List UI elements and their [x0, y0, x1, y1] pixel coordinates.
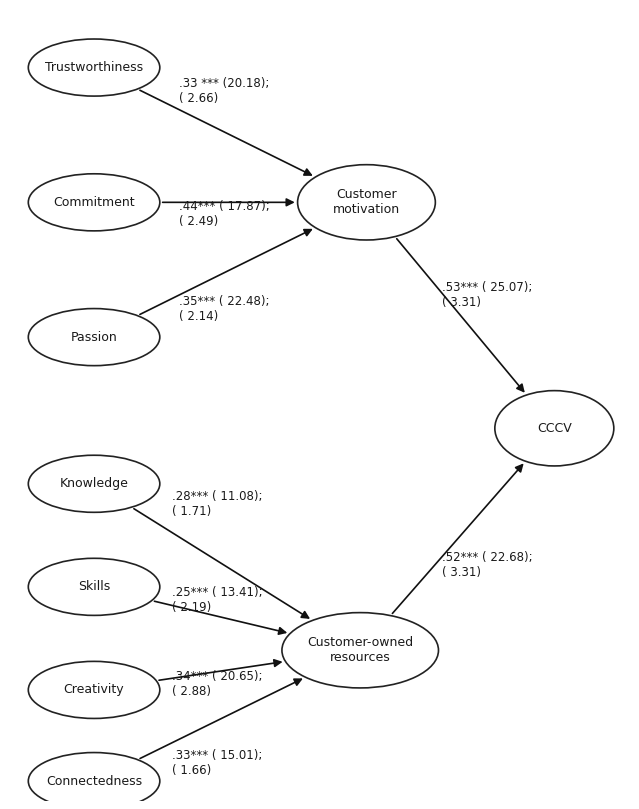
- Text: .25*** ( 13.41);
( 2.19): .25*** ( 13.41); ( 2.19): [173, 587, 263, 614]
- Text: Creativity: Creativity: [64, 684, 125, 697]
- Ellipse shape: [495, 391, 614, 466]
- Text: Commitment: Commitment: [53, 196, 135, 209]
- Ellipse shape: [28, 308, 160, 366]
- Text: Customer-owned
resources: Customer-owned resources: [307, 636, 413, 664]
- Text: Passion: Passion: [71, 331, 118, 344]
- Text: .53*** ( 25.07);
( 3.31): .53*** ( 25.07); ( 3.31): [442, 281, 532, 309]
- Ellipse shape: [298, 165, 435, 240]
- Text: Customer
motivation: Customer motivation: [333, 188, 400, 216]
- Text: .34*** ( 20.65);
( 2.88): .34*** ( 20.65); ( 2.88): [173, 670, 263, 697]
- Ellipse shape: [28, 558, 160, 616]
- Ellipse shape: [282, 612, 438, 688]
- Ellipse shape: [28, 174, 160, 231]
- Text: Knowledge: Knowledge: [59, 477, 128, 490]
- Text: CCCV: CCCV: [537, 421, 572, 434]
- Text: .33 *** (20.18);
( 2.66): .33 *** (20.18); ( 2.66): [179, 78, 269, 105]
- Text: Trustworthiness: Trustworthiness: [45, 61, 143, 74]
- Text: .33*** ( 15.01);
( 1.66): .33*** ( 15.01); ( 1.66): [173, 749, 263, 777]
- Ellipse shape: [28, 662, 160, 718]
- Text: Connectedness: Connectedness: [46, 774, 142, 788]
- Text: .52*** ( 22.68);
( 3.31): .52*** ( 22.68); ( 3.31): [442, 551, 532, 578]
- Ellipse shape: [28, 752, 160, 809]
- Text: .35*** ( 22.48);
( 2.14): .35*** ( 22.48); ( 2.14): [179, 295, 269, 324]
- Text: .44*** ( 17.87);
( 2.49): .44*** ( 17.87); ( 2.49): [179, 200, 270, 228]
- Text: Skills: Skills: [78, 580, 110, 593]
- Ellipse shape: [28, 455, 160, 512]
- Text: .28*** ( 11.08);
( 1.71): .28*** ( 11.08); ( 1.71): [173, 489, 263, 518]
- Ellipse shape: [28, 39, 160, 96]
